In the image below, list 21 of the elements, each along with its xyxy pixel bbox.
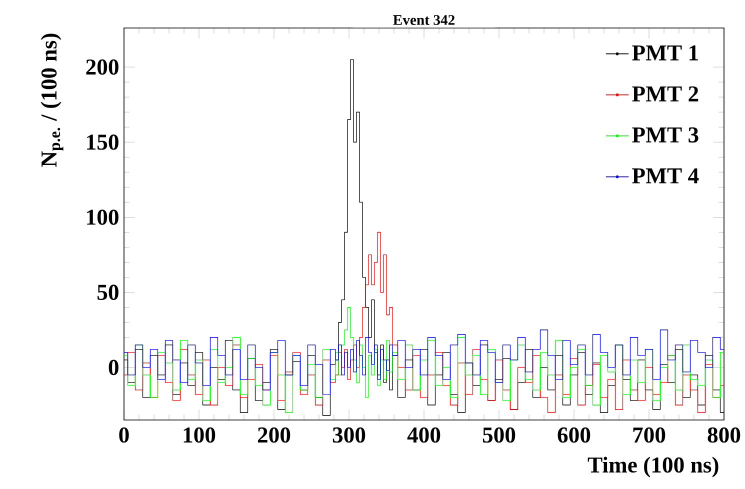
x-tick-label: 600 bbox=[558, 427, 590, 443]
legend-label: PMT 2 bbox=[632, 86, 698, 102]
y-tick-label: 200 bbox=[86, 59, 118, 75]
legend-label: PMT 1 bbox=[632, 45, 698, 60]
x-tick-label: 500 bbox=[482, 427, 516, 443]
chart-title: Event 342 bbox=[393, 15, 455, 25]
x-tick-label: 200 bbox=[258, 427, 290, 443]
y-tick-label: 100 bbox=[87, 210, 118, 225]
x-tick-label: 300 bbox=[332, 427, 366, 443]
x-tick-label: 400 bbox=[407, 427, 440, 443]
x-tick-label: 0 bbox=[119, 427, 129, 443]
x-axis-title: Time (100 ns) bbox=[588, 456, 718, 478]
x-tick-label: 800 bbox=[708, 427, 740, 443]
y-tick-label: 0 bbox=[108, 360, 118, 376]
x-tick-label: 700 bbox=[633, 427, 666, 443]
legend-label: PMT 4 bbox=[632, 168, 699, 184]
y-tick-label: 150 bbox=[87, 134, 118, 150]
legend-label: PMT 3 bbox=[632, 127, 698, 143]
y-tick-label: 50 bbox=[98, 284, 118, 300]
x-tick-label: 100 bbox=[184, 427, 216, 443]
y-axis-title: N$_{p.e.}$ / (100 ns) bbox=[40, 34, 64, 167]
